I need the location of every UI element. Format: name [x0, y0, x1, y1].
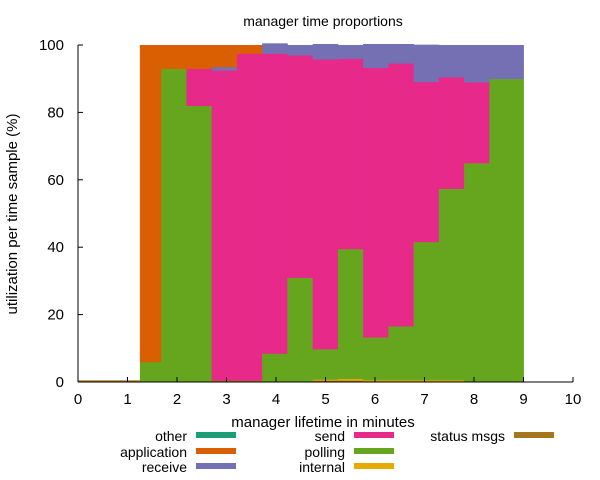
y-tick-label: 40: [47, 239, 64, 256]
area-segment-polling: [363, 337, 389, 381]
area-segment-polling: [186, 105, 213, 383]
x-tick-label: 7: [420, 391, 428, 408]
area-segment-polling: [287, 277, 314, 383]
area-segment-receive: [363, 43, 389, 68]
x-tick-label: 10: [565, 391, 582, 408]
area-segment-polling: [337, 248, 364, 380]
y-tick-label: 20: [47, 307, 64, 324]
legend-swatch: [354, 448, 394, 454]
area-segment-application: [186, 45, 213, 69]
area-segment-receive: [211, 66, 238, 71]
area-segment-receive: [464, 45, 490, 83]
area-segment-send: [413, 81, 440, 243]
legend-label: send: [315, 428, 345, 444]
area-segment-application: [161, 45, 187, 69]
legend-item-send: send: [315, 428, 394, 444]
area-segment-send: [186, 68, 213, 107]
legend-item-status-msgs: status msgs: [430, 428, 554, 444]
area-segment-send: [262, 53, 288, 354]
legend-label: polling: [305, 444, 345, 460]
legend-swatch: [196, 432, 236, 438]
area-segment-application: [139, 45, 162, 363]
legend-label: internal: [299, 459, 345, 475]
area-segment-send: [236, 53, 263, 381]
area-segment-receive: [489, 45, 524, 80]
legend-swatch: [354, 432, 394, 438]
legend-label: other: [155, 428, 187, 444]
area-segment-receive: [287, 45, 314, 56]
area-segment-internal: [413, 379, 440, 382]
area-segment-receive: [413, 44, 440, 83]
area-segment-send: [438, 77, 465, 189]
area-segment-receive: [337, 45, 364, 59]
area-segment-internal: [388, 379, 415, 382]
area-segment-receive: [262, 43, 288, 54]
area-segment-send: [287, 55, 314, 278]
area-segment-application: [211, 45, 238, 68]
area-segment-polling: [312, 348, 339, 380]
area-segment-send: [312, 59, 339, 350]
area-segment-polling: [464, 162, 490, 383]
area-segment-application: [236, 45, 263, 54]
x-tick-label: 8: [470, 391, 478, 408]
legend-item-receive: receive: [142, 459, 236, 475]
area-segment-polling: [161, 68, 187, 383]
y-axis-label: utilization per time sample (%): [4, 114, 21, 315]
legend-swatch: [196, 448, 236, 454]
area-segment-internal: [337, 378, 364, 381]
area-segment-polling: [262, 353, 288, 383]
legend-label: status msgs: [430, 428, 505, 444]
x-tick-label: 2: [173, 391, 181, 408]
area-segment-send: [388, 63, 415, 327]
area-segment-send: [337, 58, 364, 250]
legend-swatch: [354, 463, 394, 469]
y-tick-label: 80: [47, 104, 64, 121]
legend-item-other: other: [155, 428, 236, 444]
area-segment-receive: [438, 45, 465, 78]
area-segment-status-msgs: [337, 380, 364, 383]
x-tick-label: 9: [519, 391, 527, 408]
area-segment-status-msgs: [78, 380, 141, 383]
area-segment-receive: [388, 43, 415, 64]
area-segment-status-msgs: [236, 380, 263, 383]
x-tick-label: 3: [222, 391, 230, 408]
area-segment-internal: [363, 379, 389, 382]
legend-swatch: [196, 463, 236, 469]
area-segment-send: [464, 82, 490, 164]
y-tick-label: 100: [39, 37, 64, 54]
area-segment-polling: [489, 78, 524, 383]
x-tick-label: 4: [272, 391, 280, 408]
area-segment-send: [363, 67, 389, 338]
y-tick-label: 60: [47, 172, 64, 189]
area-segment-status-msgs: [211, 380, 238, 383]
area-segment-polling: [388, 326, 415, 381]
x-axis-label: manager lifetime in minutes: [231, 414, 414, 431]
y-tick-label: 0: [56, 374, 64, 391]
area-segment-polling: [413, 241, 440, 381]
area-segment-send: [211, 70, 238, 381]
x-tick-label: 1: [123, 391, 131, 408]
x-tick-label: 5: [321, 391, 329, 408]
area-segment-polling: [139, 361, 162, 383]
legend-swatch: [514, 432, 554, 438]
plot-area: [78, 43, 524, 383]
legend-item-application: application: [120, 444, 236, 460]
legend-label: application: [120, 444, 187, 460]
area-segment-internal: [438, 379, 465, 382]
x-tick-label: 0: [74, 391, 82, 408]
area-segment-polling: [438, 188, 465, 381]
legend-item-internal: internal: [299, 459, 394, 475]
x-tick-label: 6: [371, 391, 379, 408]
area-segment-receive: [312, 43, 339, 60]
legend-item-polling: polling: [305, 444, 394, 460]
chart-title: manager time proportions: [243, 13, 403, 29]
legend-label: receive: [142, 459, 187, 475]
